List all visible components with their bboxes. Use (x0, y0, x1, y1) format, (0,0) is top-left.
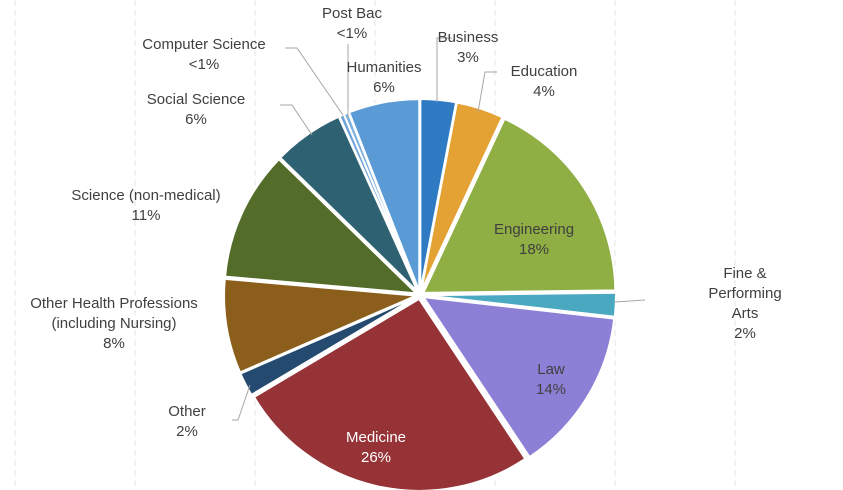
slice-name: Education (510, 63, 578, 80)
slice-value: 14% (535, 381, 567, 398)
slice-value: 18% (518, 241, 550, 258)
pie-slice (239, 295, 417, 397)
data-label: Engineering 18% (494, 220, 574, 260)
slice-name: Other (168, 403, 206, 420)
data-label: Medicine 26% (346, 428, 406, 468)
slice-name: Humanities (346, 59, 422, 76)
slice-value: 11% (131, 207, 161, 224)
slice-name: Medicine (345, 429, 407, 446)
data-label: Fine & Performing Arts 2% (696, 264, 794, 344)
slice-name: Post Bac (321, 5, 383, 22)
pie-slice (420, 101, 504, 292)
slice-value: <1% (188, 56, 220, 73)
pie-slice (347, 98, 421, 292)
slice-value: <1% (336, 25, 368, 42)
slice-value: 4% (533, 83, 555, 100)
data-label: Post Bac <1% (322, 4, 382, 44)
slice-name: Other Health Professions (including Nurs… (30, 295, 198, 332)
slice-name: Fine & Performing Arts (708, 265, 782, 322)
leader-line (285, 47, 346, 119)
slice-name: Science (non-medical) (71, 187, 221, 204)
data-label: Humanities 6% (346, 58, 421, 98)
data-label: Computer Science <1% (142, 35, 265, 75)
data-label: Social Science 6% (147, 90, 245, 130)
leader-line (436, 37, 452, 102)
slice-name: Social Science (146, 91, 246, 108)
slice-name: Business (437, 29, 499, 46)
slice-value: 6% (185, 111, 207, 128)
data-label: Science (non-medical) 11% (71, 186, 220, 226)
slice-name: Computer Science (142, 36, 266, 53)
slice-value: 2% (176, 423, 198, 440)
pie-slice (223, 277, 417, 374)
data-label: Other 2% (168, 402, 206, 442)
data-label: Education 4% (511, 62, 578, 102)
leader-line (477, 71, 497, 113)
leader-line (613, 299, 646, 303)
slice-value: 26% (360, 449, 392, 466)
pie-slice (423, 291, 617, 318)
pie-slice (224, 157, 420, 295)
slice-value: 2% (734, 325, 756, 342)
leader-line (280, 104, 313, 136)
slice-value: 8% (103, 335, 125, 352)
pie-slice (421, 295, 616, 459)
slice-name: Engineering (493, 221, 575, 238)
leader-line (232, 384, 251, 421)
data-label: Other Health Professions (including Nurs… (30, 294, 198, 354)
data-label: Business 3% (438, 28, 499, 68)
slice-name: Law (537, 361, 565, 378)
pie-slice (252, 297, 527, 490)
slice-value: 6% (373, 79, 395, 96)
data-label: Law 14% (536, 360, 566, 400)
slice-value: 3% (457, 49, 479, 66)
pie-slice (421, 117, 617, 294)
